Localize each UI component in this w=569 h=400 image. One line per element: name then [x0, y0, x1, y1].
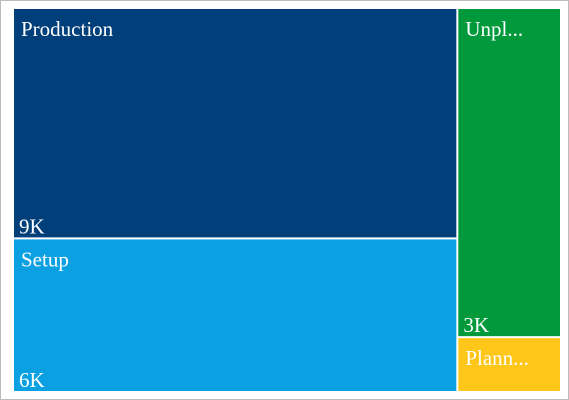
tile-rect-planned[interactable]: [458, 338, 560, 391]
tile-rect-unplanned[interactable]: [458, 9, 560, 337]
treemap-tile-unplanned[interactable]: Unpl... 3K: [458, 9, 560, 337]
tile-label-setup: Setup: [21, 247, 69, 271]
tile-rect-setup[interactable]: [14, 239, 457, 391]
tile-rect-production[interactable]: [14, 9, 457, 238]
treemap-tile-planned[interactable]: Plann...: [458, 338, 560, 391]
tile-value-setup: 6K: [19, 368, 45, 392]
tile-label-production: Production: [21, 17, 114, 41]
treemap-tile-production[interactable]: Production 9K: [14, 9, 457, 238]
tile-value-unplanned: 3K: [463, 313, 489, 337]
tile-label-planned: Plann...: [465, 346, 529, 370]
tile-value-production: 9K: [19, 214, 45, 238]
treemap-tile-setup[interactable]: Setup 6K: [14, 239, 457, 392]
tile-label-unplanned: Unpl...: [465, 17, 523, 41]
